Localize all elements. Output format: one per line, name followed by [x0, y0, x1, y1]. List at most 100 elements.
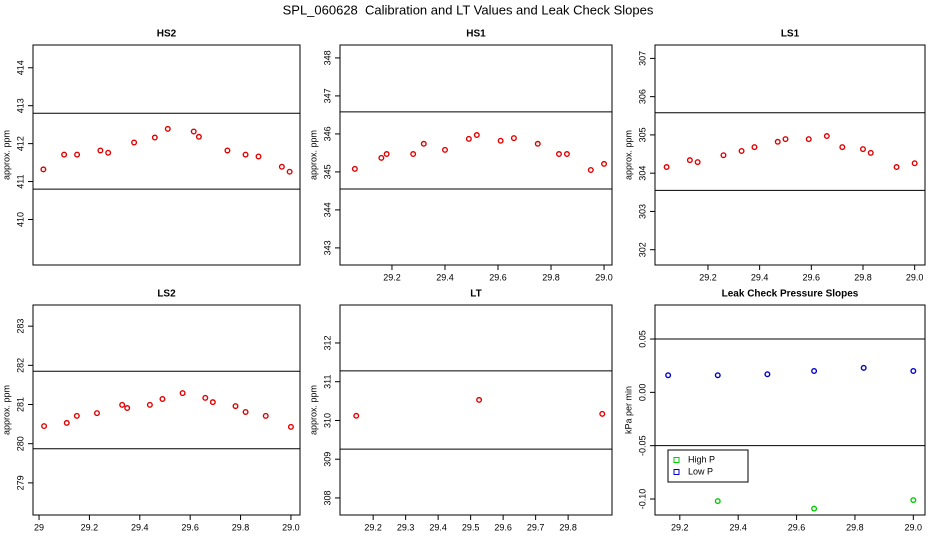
data-point	[209, 399, 216, 406]
data-point	[420, 140, 427, 147]
x-tick-label: 29.8	[232, 522, 250, 532]
x-tick-label: 29.2	[364, 522, 382, 532]
x-tick-label: 29.4	[429, 522, 447, 532]
x-tick-label: 29.2	[383, 272, 401, 282]
y-tick-label: 348	[322, 50, 332, 65]
data-point	[287, 423, 294, 430]
data-point	[823, 133, 830, 140]
y-tick-label: 279	[15, 475, 25, 490]
data-point	[911, 160, 918, 167]
y-axis-label: approx. ppm	[1, 130, 11, 180]
data-point	[751, 144, 758, 151]
x-tick-label: 29.6	[181, 522, 199, 532]
data-point	[601, 160, 608, 167]
y-tick-label: 411	[15, 174, 25, 188]
data-point	[441, 146, 448, 153]
data-point	[587, 167, 594, 174]
panel-title: HS1	[466, 29, 486, 40]
data-point	[867, 149, 874, 156]
data-point	[105, 149, 112, 156]
data-point	[811, 505, 818, 512]
data-point	[860, 364, 867, 371]
data-point	[378, 154, 385, 161]
data-point	[893, 164, 900, 171]
x-tick-label: 29.0	[595, 272, 613, 282]
plot-frame	[654, 304, 926, 516]
y-tick-label: 413	[15, 98, 25, 113]
data-point	[410, 151, 417, 158]
y-axis-label: approx. ppm	[623, 130, 633, 180]
data-point	[910, 368, 917, 375]
y-tick-label: 412	[15, 136, 25, 151]
legend-swatch	[673, 457, 680, 463]
panel-title: LS2	[157, 289, 176, 300]
data-point	[764, 371, 771, 378]
data-point	[782, 136, 789, 143]
x-tick-label: 29.8	[846, 522, 864, 532]
data-point	[720, 152, 727, 159]
data-point	[510, 135, 517, 142]
data-point	[93, 410, 100, 417]
x-tick-label: 29.6	[788, 522, 806, 532]
data-point	[73, 412, 80, 419]
y-axis-label: kPa per min	[623, 386, 633, 434]
data-point	[61, 151, 68, 158]
y-tick-label: 311	[322, 375, 332, 389]
data-point	[839, 144, 846, 151]
panel-title: LS1	[781, 29, 800, 40]
data-point	[910, 497, 917, 504]
plot-frame	[32, 304, 301, 516]
data-point	[686, 157, 693, 164]
x-tick-label: 29.0	[905, 522, 923, 532]
x-tick-label: 29.4	[436, 272, 454, 282]
legend-swatch	[673, 469, 680, 475]
x-tick-label: 29.5	[462, 522, 480, 532]
y-tick-label: 0.00	[637, 384, 647, 402]
y-tick-label: 344	[322, 202, 332, 217]
y-tick-label: 282	[15, 358, 25, 373]
x-tick-label: 29.3	[397, 522, 415, 532]
y-tick-label: 0.05	[637, 330, 647, 348]
y-axis-label: approx. ppm	[308, 130, 318, 180]
data-point	[146, 401, 153, 408]
data-point	[353, 412, 360, 419]
data-point	[119, 401, 126, 408]
data-point	[255, 153, 262, 160]
y-tick-label: 303	[637, 204, 647, 219]
plot-frame	[32, 44, 301, 266]
data-point	[190, 128, 197, 135]
data-point	[811, 368, 818, 375]
data-point	[74, 151, 81, 158]
y-tick-label: 280	[15, 436, 25, 451]
data-point	[714, 498, 721, 505]
y-tick-label: 346	[322, 126, 332, 141]
data-point	[41, 423, 48, 430]
y-tick-label: 305	[637, 127, 647, 142]
data-point	[738, 147, 745, 154]
y-tick-label: 283	[15, 319, 25, 334]
data-point	[242, 408, 249, 415]
data-point	[262, 412, 269, 419]
x-tick-label: 29.6	[803, 272, 821, 282]
y-tick-label: 306	[637, 89, 647, 104]
y-tick-label: 410	[15, 212, 25, 227]
data-point	[124, 405, 131, 412]
data-point	[224, 147, 231, 154]
data-point	[563, 151, 570, 158]
x-tick-label: 29.6	[489, 272, 507, 282]
x-tick-label: 29.2	[699, 272, 717, 282]
data-point	[242, 151, 249, 158]
data-point	[164, 125, 171, 132]
y-axis-label: approx. ppm	[308, 385, 318, 435]
y-tick-label: 345	[322, 164, 332, 179]
x-tick-label: 29.8	[542, 272, 560, 282]
panel-title: LT	[470, 289, 481, 300]
x-tick-label: 29.4	[751, 272, 769, 282]
y-axis-label: approx. ppm	[1, 385, 11, 435]
x-tick-label: 29.2	[81, 522, 99, 532]
data-point	[473, 132, 480, 139]
data-point	[555, 151, 562, 158]
y-tick-label: 343	[322, 240, 332, 255]
data-point	[351, 165, 358, 172]
